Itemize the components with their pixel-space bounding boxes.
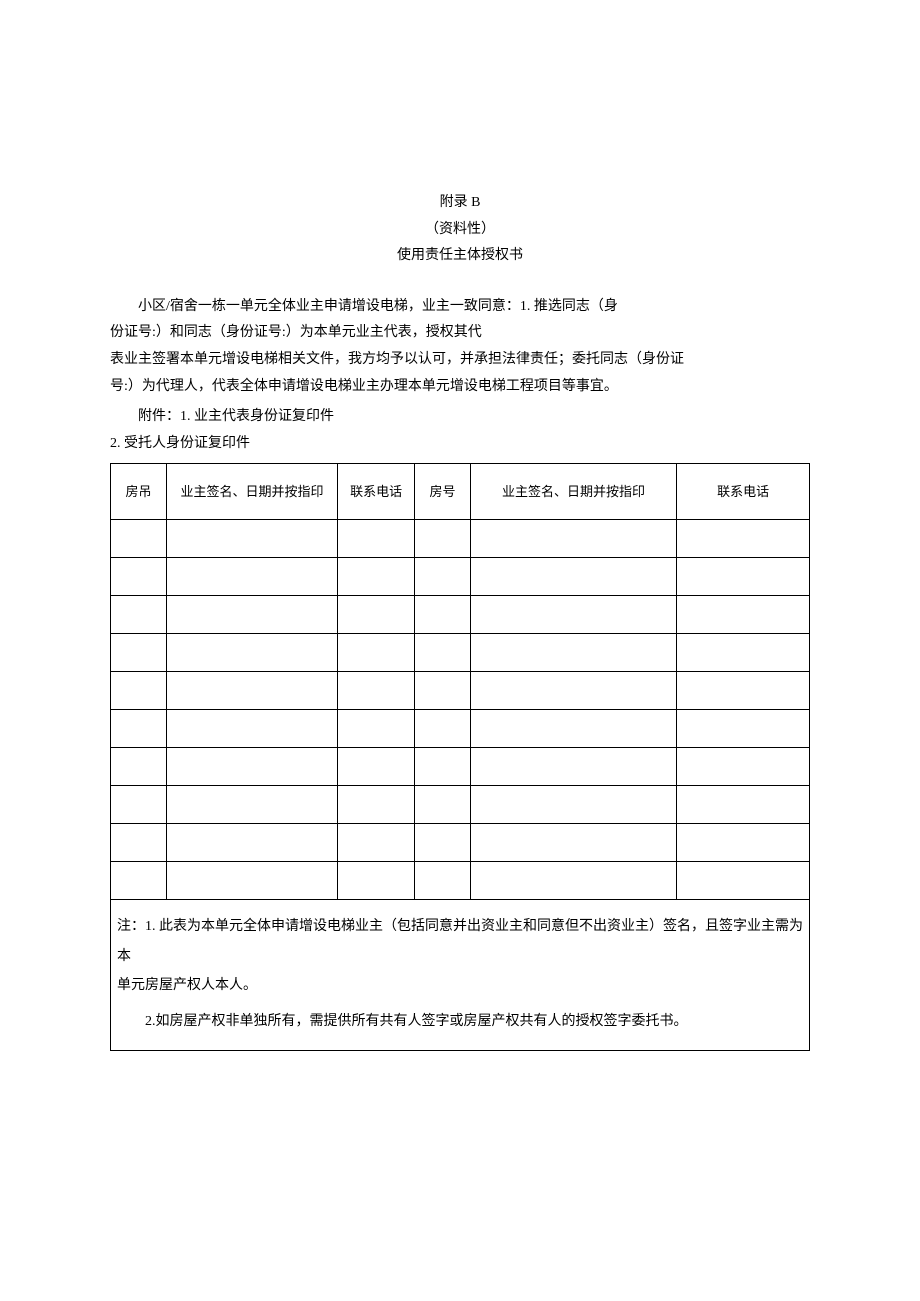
table-cell (111, 634, 167, 672)
signature-table: 房吊 业主签名、日期并按指印 联系电话 房号 业主签名、日期并按指印 联系电话 (110, 463, 810, 900)
signature-table-body (111, 520, 810, 900)
table-cell (111, 672, 167, 710)
notes-box: 注：1. 此表为本单元全体申请增设电梯业主（包括同意并出资业主和同意但不出资业主… (110, 900, 810, 1051)
table-cell (166, 596, 337, 634)
table-cell (166, 558, 337, 596)
table-cell (415, 520, 471, 558)
body-line-3: 表业主签署本单元增设电梯相关文件，我方均予以认可，并承担法律责任；委托同志（身份… (110, 347, 810, 374)
table-cell (415, 748, 471, 786)
table-cell (470, 862, 676, 900)
table-cell (166, 748, 337, 786)
table-cell (677, 634, 810, 672)
table-cell (111, 710, 167, 748)
table-cell (166, 710, 337, 748)
table-cell (677, 710, 810, 748)
table-row (111, 824, 810, 862)
table-cell (166, 786, 337, 824)
table-cell (415, 824, 471, 862)
table-cell (338, 672, 415, 710)
body-line-1: 小区/宿舍一栋一单元全体业主申请增设电梯，业主一致同意：1. 推选同志（身 (110, 294, 810, 321)
nature-label: （资料性） (110, 217, 810, 244)
col-header-sign-1: 业主签名、日期并按指印 (166, 464, 337, 520)
document-header: 附录 B （资料性） 使用责任主体授权书 (110, 190, 810, 270)
table-cell (111, 786, 167, 824)
note-2: 2.如房屋产权非单独所有，需提供所有共有人签字或房屋产权共有人的授权签字委托书。 (117, 1007, 803, 1036)
table-cell (470, 748, 676, 786)
table-cell (415, 634, 471, 672)
table-cell (166, 672, 337, 710)
table-cell (166, 824, 337, 862)
table-row (111, 520, 810, 558)
table-cell (166, 634, 337, 672)
table-cell (470, 634, 676, 672)
table-cell (470, 710, 676, 748)
attachment-label: 附件：1. 业主代表身份证复印件 (110, 404, 810, 431)
appendix-label: 附录 B (110, 190, 810, 217)
table-cell (338, 558, 415, 596)
table-cell (111, 824, 167, 862)
table-cell (470, 520, 676, 558)
col-header-room-2: 房号 (415, 464, 471, 520)
table-cell (677, 862, 810, 900)
table-cell (470, 786, 676, 824)
table-cell (338, 596, 415, 634)
table-cell (166, 520, 337, 558)
table-cell (338, 634, 415, 672)
table-row (111, 786, 810, 824)
attachment-item-2: 2. 受托人身份证复印件 (110, 431, 810, 458)
col-header-room-1: 房吊 (111, 464, 167, 520)
table-cell (338, 710, 415, 748)
table-row (111, 596, 810, 634)
table-cell (470, 596, 676, 634)
col-header-sign-2: 业主签名、日期并按指印 (470, 464, 676, 520)
table-cell (470, 824, 676, 862)
authorization-body: 小区/宿舍一栋一单元全体业主申请增设电梯，业主一致同意：1. 推选同志（身 份证… (110, 294, 810, 400)
table-cell (111, 520, 167, 558)
table-row (111, 710, 810, 748)
note-1-line-1: 注：1. 此表为本单元全体申请增设电梯业主（包括同意并出资业主和同意但不出资业主… (117, 912, 803, 971)
table-cell (415, 710, 471, 748)
table-cell (415, 558, 471, 596)
attachments-block: 附件：1. 业主代表身份证复印件 2. 受托人身份证复印件 (110, 404, 810, 457)
table-cell (677, 520, 810, 558)
table-row (111, 748, 810, 786)
table-cell (677, 748, 810, 786)
table-cell (677, 786, 810, 824)
table-cell (111, 558, 167, 596)
table-row (111, 558, 810, 596)
table-cell (677, 596, 810, 634)
table-cell (111, 862, 167, 900)
col-header-tel-2: 联系电话 (677, 464, 810, 520)
table-cell (677, 824, 810, 862)
col-header-tel-1: 联系电话 (338, 464, 415, 520)
table-cell (338, 786, 415, 824)
table-cell (166, 862, 337, 900)
table-cell (111, 748, 167, 786)
table-cell (338, 520, 415, 558)
table-cell (338, 748, 415, 786)
table-cell (677, 558, 810, 596)
table-row (111, 672, 810, 710)
table-cell (415, 596, 471, 634)
table-row (111, 634, 810, 672)
table-header-row: 房吊 业主签名、日期并按指印 联系电话 房号 业主签名、日期并按指印 联系电话 (111, 464, 810, 520)
table-cell (338, 824, 415, 862)
table-cell (111, 596, 167, 634)
table-cell (338, 862, 415, 900)
table-row (111, 862, 810, 900)
table-cell (470, 672, 676, 710)
table-cell (415, 672, 471, 710)
table-cell (677, 672, 810, 710)
doc-title: 使用责任主体授权书 (110, 243, 810, 270)
body-line-2: 份证号:）和同志（身份证号:）为本单元业主代表，授权其代 (110, 320, 810, 347)
note-1-line-2: 单元房屋产权人本人。 (117, 971, 803, 1000)
table-cell (470, 558, 676, 596)
body-line-4: 号:）为代理人，代表全体申请增设电梯业主办理本单元增设电梯工程项目等事宜。 (110, 374, 810, 401)
table-cell (415, 862, 471, 900)
table-cell (415, 786, 471, 824)
